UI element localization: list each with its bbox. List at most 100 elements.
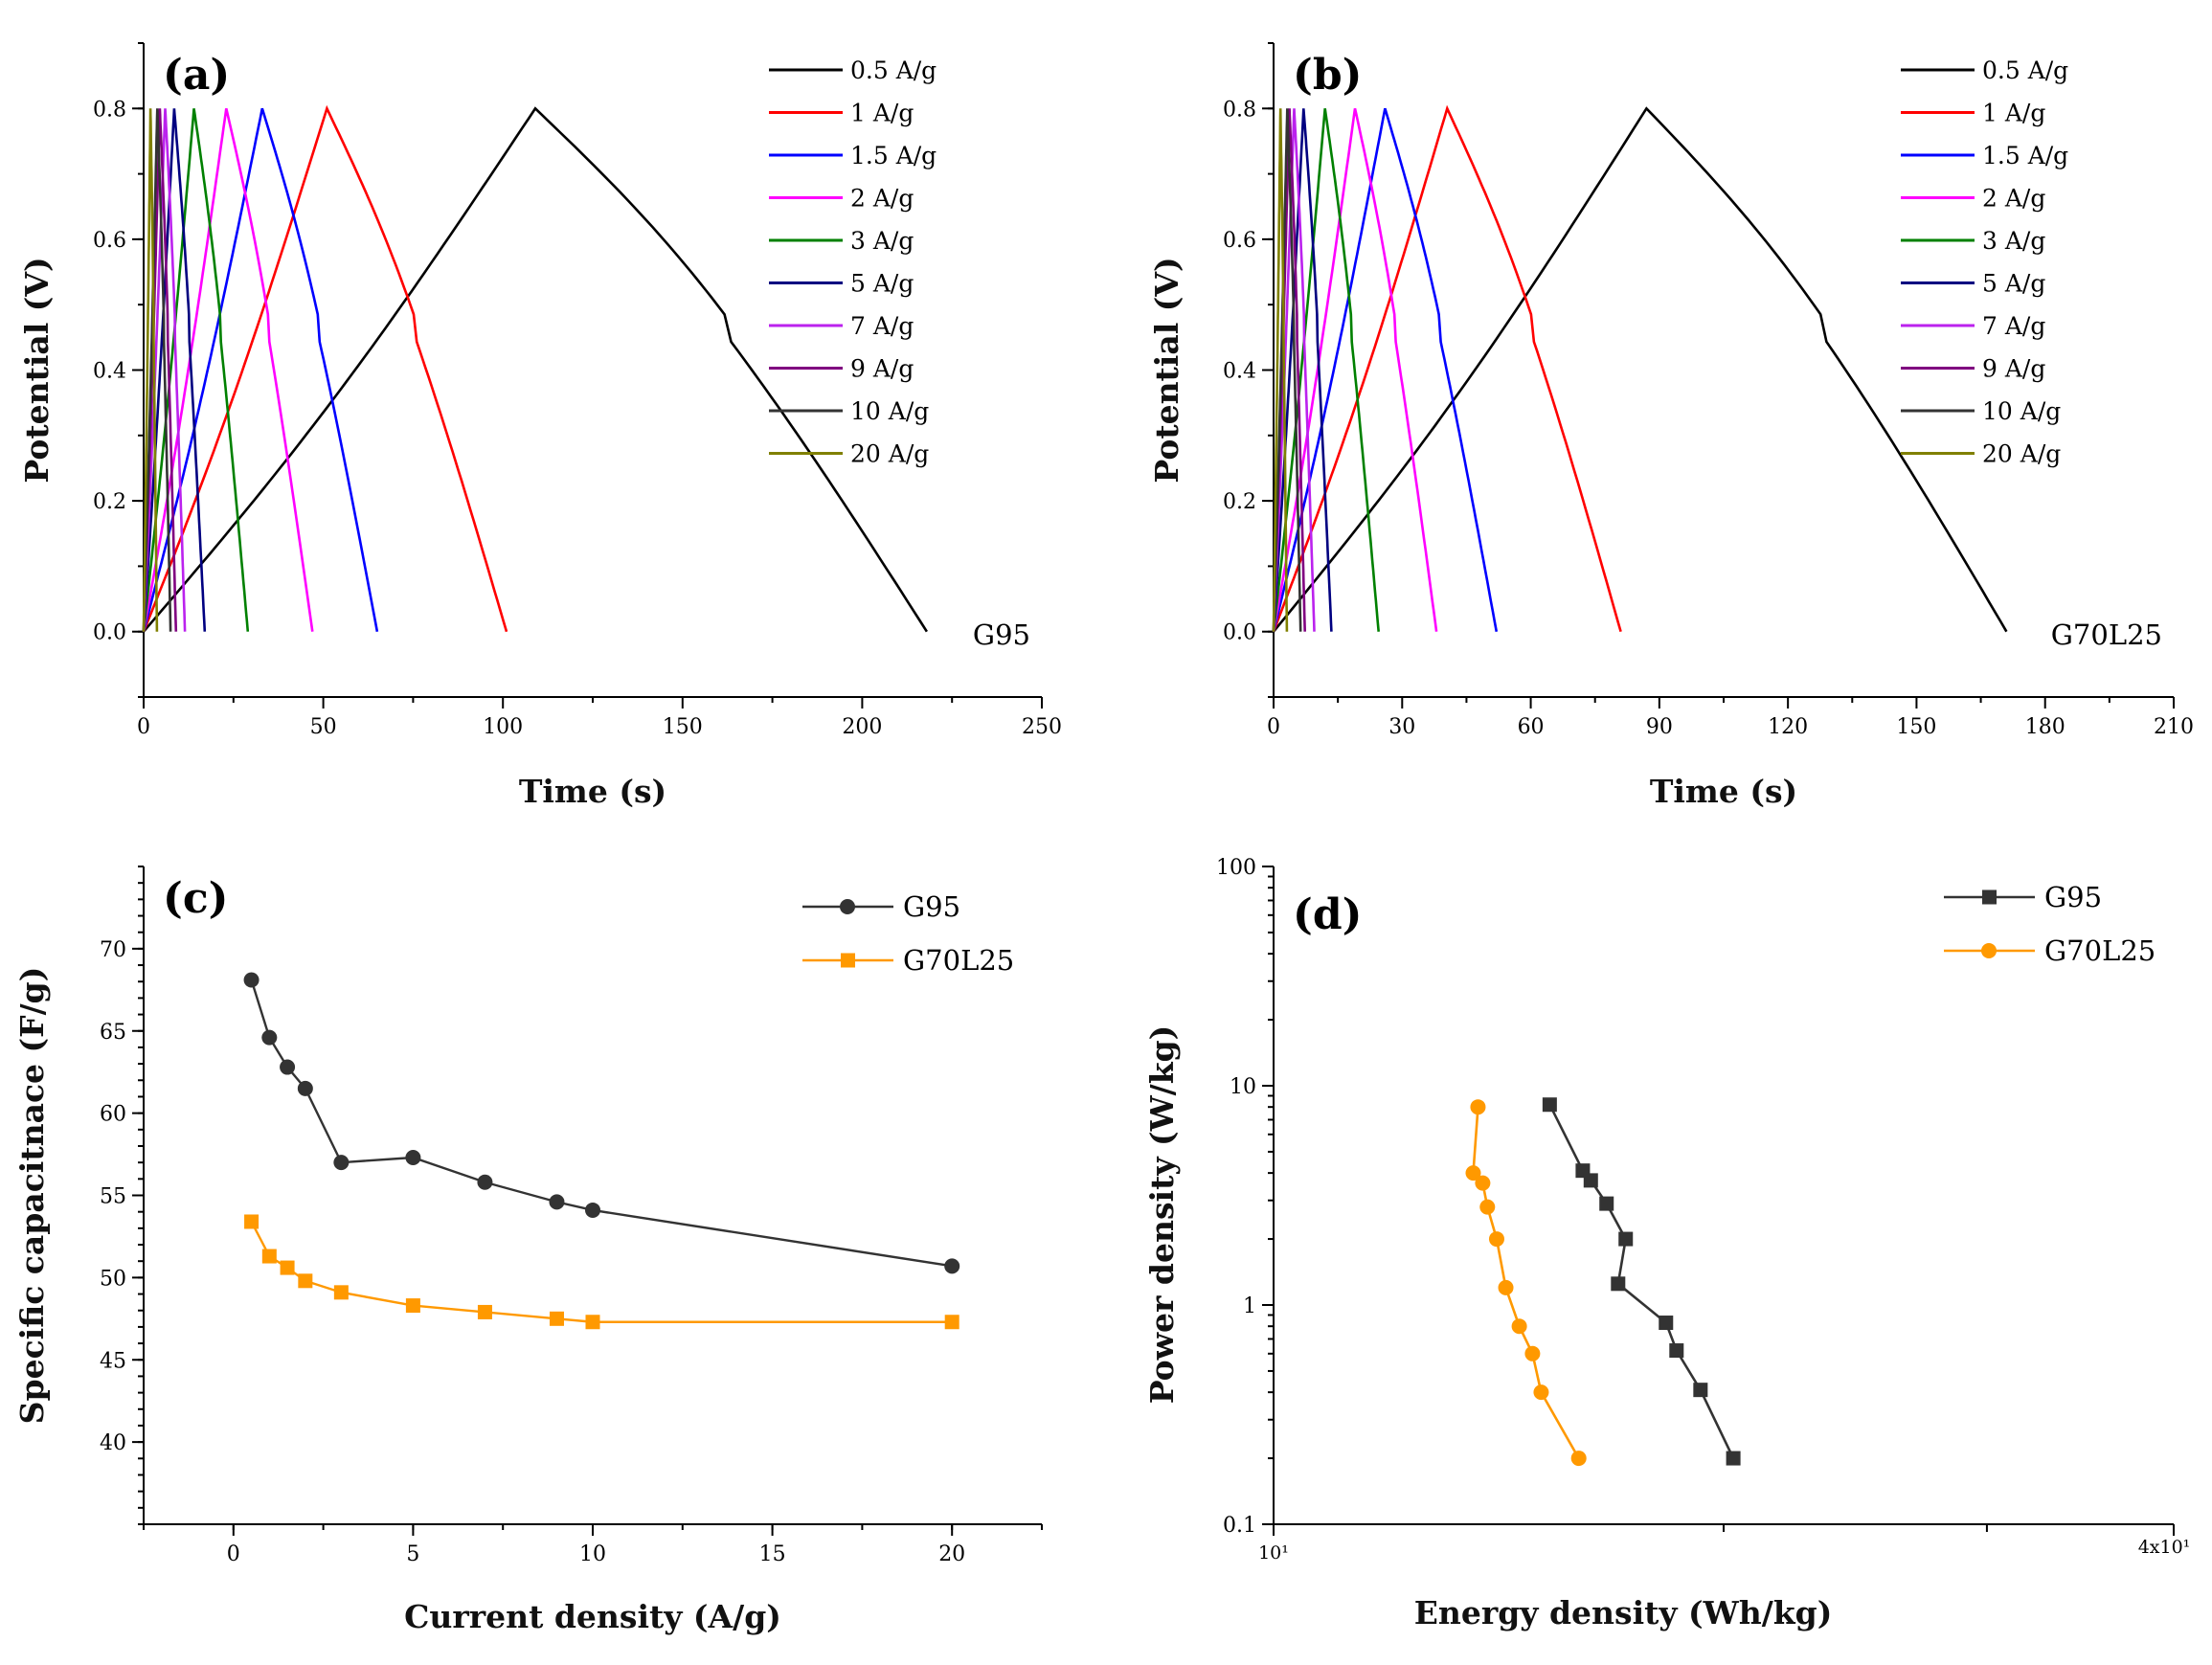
- gcd-curve-20-A-g: [142, 108, 159, 632]
- y-tick-label: 50: [100, 1267, 126, 1291]
- legend-label: 1.5 A/g: [850, 142, 937, 169]
- data-point: [944, 1315, 959, 1330]
- panel-label: (b): [1293, 51, 1362, 100]
- data-point: [261, 1249, 277, 1264]
- data-point: [280, 1059, 296, 1075]
- y-tick-label: 45: [100, 1349, 126, 1373]
- panel-b: 0 30 60 90 120 150 180 210 0.0 0.2 0.4 0.6 0.8 0.5 A/…: [1148, 42, 2194, 810]
- y-axis-title: Potential (V): [18, 257, 56, 483]
- legend-label: 20 A/g: [850, 440, 929, 468]
- y-tick-label: 0.4: [93, 360, 126, 384]
- legend-marker: [840, 899, 855, 914]
- x-tick-label: 150: [1896, 715, 1936, 739]
- data-point: [1693, 1383, 1708, 1398]
- data-point: [298, 1273, 313, 1289]
- data-point: [297, 1080, 313, 1096]
- x-tick-label: 200: [842, 715, 882, 739]
- y-axis-title: Specific capacitnace (F/g): [13, 967, 51, 1425]
- data-point: [1465, 1165, 1481, 1181]
- data-point: [280, 1260, 295, 1275]
- y-tick-label: 0.6: [93, 229, 126, 253]
- gcd-curve-7-A-g: [142, 108, 187, 632]
- y-tick-label: 0.2: [1223, 490, 1256, 514]
- data-point: [477, 1304, 492, 1319]
- legend-label: 1.5 A/g: [1982, 142, 2068, 169]
- x-tick-label: 4x10¹: [2138, 1537, 2191, 1558]
- series-line-G95: [250, 979, 953, 1268]
- series-line-G70L25: [250, 1221, 953, 1323]
- legend-label: G95: [903, 890, 960, 923]
- legend-label: 0.5 A/g: [850, 56, 937, 84]
- y-tick-label: 0.0: [93, 621, 126, 645]
- sample-label: G70L25: [2051, 619, 2162, 651]
- y-tick-label: 65: [100, 1021, 126, 1045]
- gcd-curve-1-5-A-g: [142, 107, 379, 633]
- y-tick-label: 40: [100, 1431, 126, 1455]
- x-axis-title: Time (s): [519, 773, 666, 810]
- legend-marker: [1981, 943, 1997, 958]
- data-point: [333, 1155, 350, 1171]
- data-point: [1669, 1343, 1684, 1359]
- y-tick-label: 0.8: [93, 98, 126, 122]
- x-axis-title: Energy density (Wh/kg): [1414, 1594, 1833, 1631]
- x-tick-label: 5: [406, 1542, 419, 1566]
- x-axis-title: Time (s): [1650, 773, 1797, 810]
- data-point: [944, 1258, 960, 1274]
- x-tick-label: 0: [137, 715, 150, 739]
- gcd-curve-10-A-g: [1272, 108, 1302, 632]
- data-point: [1542, 1097, 1557, 1113]
- legend-label: G95: [2044, 881, 2102, 913]
- data-point: [1479, 1199, 1496, 1215]
- legend-label: 3 A/g: [1982, 227, 2045, 255]
- gcd-curve-3-A-g: [142, 108, 250, 632]
- legend-label: 9 A/g: [1982, 355, 2045, 383]
- y-axis-title: Potential (V): [1148, 257, 1185, 483]
- y-tick-label: 60: [100, 1103, 126, 1127]
- panel-d: 0.1 1 10 100 10¹ 4x10¹ G95 G70L25 (d) Energy dens…: [1143, 856, 2190, 1631]
- panel-a: 0 50 100 150 200 250 0.0 0.2 0.4 0.6 0.8 0.5 A/g 1 A…: [18, 42, 1062, 810]
- data-point: [243, 972, 260, 988]
- data-point: [1533, 1384, 1549, 1401]
- legend-label: 1 A/g: [1982, 100, 2045, 127]
- legend-label: 3 A/g: [850, 227, 914, 255]
- legend-label: 1 A/g: [850, 100, 914, 127]
- legend-label: 7 A/g: [850, 312, 914, 340]
- gcd-curve-5-A-g: [1272, 108, 1333, 632]
- y-tick-label: 1: [1243, 1294, 1256, 1318]
- gcd-curve-1-A-g: [142, 104, 508, 633]
- data-point: [477, 1174, 493, 1190]
- y-tick-label: 70: [100, 938, 126, 962]
- x-tick-label: 0: [1267, 715, 1280, 739]
- x-tick-label: 10: [579, 1542, 606, 1566]
- legend-label: 7 A/g: [1982, 312, 2045, 340]
- data-point: [1475, 1175, 1491, 1191]
- data-point: [1570, 1451, 1587, 1467]
- data-point: [1470, 1099, 1486, 1115]
- x-tick-label: 60: [1518, 715, 1545, 739]
- gcd-curve-7-A-g: [1272, 108, 1316, 632]
- x-tick-label: 90: [1646, 715, 1673, 739]
- x-tick-label: 250: [1022, 715, 1062, 739]
- data-point: [1488, 1231, 1504, 1248]
- legend-label: 2 A/g: [850, 185, 914, 213]
- gcd-curve-20-A-g: [1272, 108, 1289, 632]
- gcd-curve-1-A-g: [1272, 104, 1622, 633]
- y-tick-label: 10: [1230, 1075, 1256, 1099]
- legend-marker: [841, 953, 855, 968]
- data-point: [549, 1311, 564, 1326]
- y-axis-title: Power density (W/kg): [1143, 1025, 1181, 1405]
- x-tick-label: 150: [663, 715, 703, 739]
- gcd-curve-5-A-g: [142, 108, 207, 632]
- data-point: [1611, 1276, 1626, 1292]
- data-point: [549, 1194, 565, 1210]
- y-tick-label: 0.4: [1223, 360, 1256, 384]
- x-tick-label: 30: [1388, 715, 1415, 739]
- data-point: [585, 1315, 600, 1330]
- data-point: [1524, 1345, 1541, 1361]
- gcd-curve-0-5-A-g: [1272, 106, 2008, 633]
- data-point: [1659, 1316, 1674, 1331]
- data-point: [1511, 1318, 1527, 1335]
- gcd-curve-10-A-g: [142, 108, 172, 632]
- x-tick-label: 120: [1768, 715, 1808, 739]
